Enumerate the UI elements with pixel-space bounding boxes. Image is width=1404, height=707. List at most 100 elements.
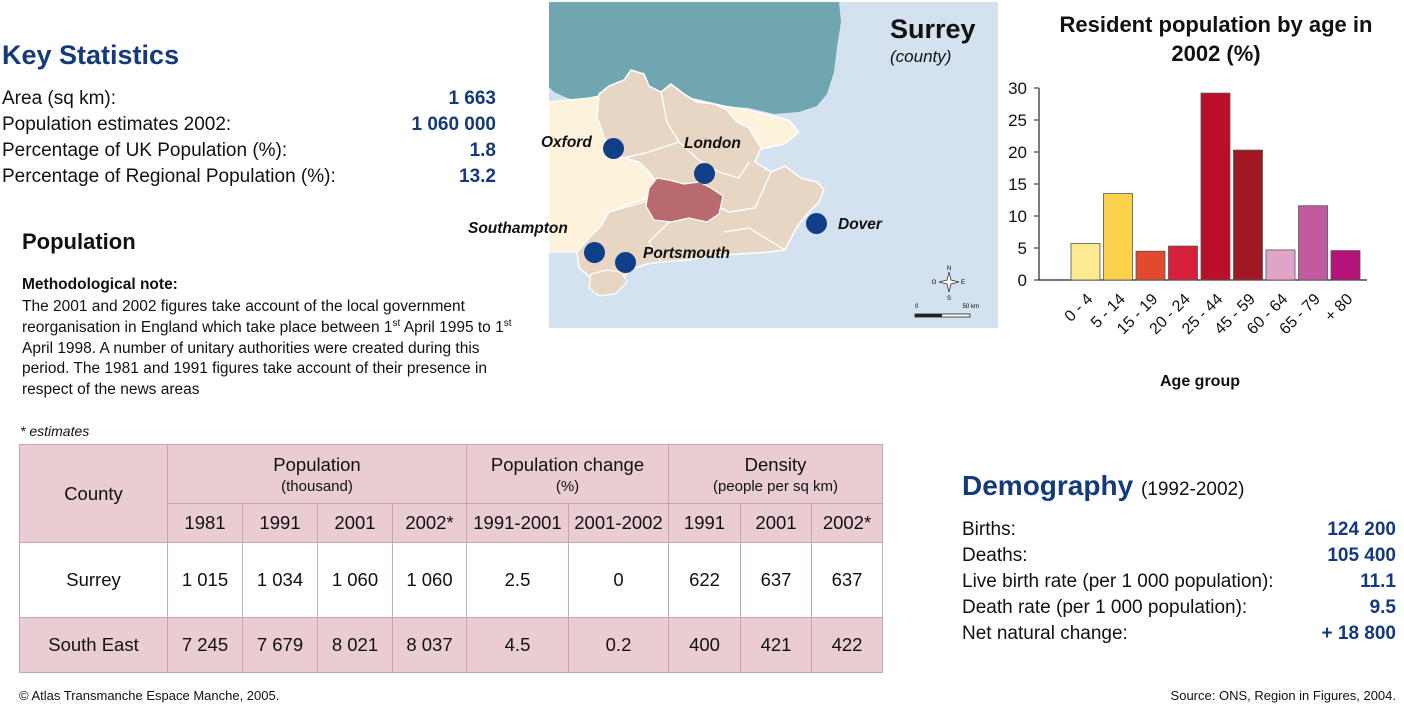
y-tick-label: 0 (1018, 271, 1027, 290)
stat-row-area: Area (sq km): 1 663 (2, 88, 496, 114)
table-cell: 400 (668, 617, 741, 673)
table-cell: 1 060 (392, 542, 467, 618)
map-graphic: N S E O 0 50 km (549, 2, 979, 318)
bar (1330, 250, 1361, 281)
demo-label: Births: (962, 519, 1016, 540)
population-group-header: Population (thousand) (167, 444, 467, 504)
table-cell: 637 (740, 542, 812, 618)
demo-value: + 18 800 (1321, 623, 1397, 644)
demo-row-births: Births: 124 200 (962, 519, 1396, 545)
demo-label: Deaths: (962, 545, 1028, 566)
population-title: Population (22, 229, 136, 254)
x-axis-label: Age group (1160, 373, 1240, 390)
stat-row-regional-percentage: Percentage of Regional Population (%): 1… (2, 166, 496, 192)
y-tick-label: 15 (1008, 175, 1027, 194)
demo-value: 105 400 (1327, 545, 1396, 566)
population-table: County Population (thousand) Population c… (19, 444, 883, 673)
y-tick-label: 25 (1008, 111, 1027, 130)
city-marker-dover (806, 213, 827, 234)
bar (1168, 245, 1198, 281)
stat-value: 1 060 000 (411, 114, 496, 135)
demo-row-net-natural-change: Net natural change: + 18 800 (962, 623, 1396, 649)
column-header: 2001 (740, 503, 812, 543)
demo-label: Death rate (per 1 000 population): (962, 597, 1248, 618)
city-label-london: London (684, 135, 741, 152)
stat-label: Population estimates 2002: (2, 114, 232, 135)
table-cell: 1 034 (242, 542, 318, 618)
demo-row-live-birth-rate: Live birth rate (per 1 000 population): … (962, 571, 1396, 597)
county-header: County (19, 444, 168, 543)
demography-period: (1992-2002) (1140, 479, 1245, 500)
svg-text:N: N (947, 266, 951, 272)
column-header: 1981 (167, 503, 243, 543)
city-label-southampton: Southampton (468, 220, 568, 237)
table-cell: 637 (811, 542, 883, 618)
compass-icon: N S E O (932, 266, 965, 302)
table-cell: 1 015 (167, 542, 243, 618)
demo-value: 11.1 (1360, 571, 1396, 592)
y-tick-label: 20 (1008, 143, 1027, 162)
city-label-portsmouth: Portsmouth (643, 245, 730, 262)
table-cell: 0.2 (568, 617, 669, 673)
y-tick-label: 10 (1008, 207, 1027, 226)
city-marker-oxford (603, 138, 624, 159)
column-header: 1991 (242, 503, 318, 543)
stat-row-population: Population estimates 2002: 1 060 000 (2, 114, 496, 140)
svg-text:O: O (932, 280, 937, 286)
stat-label: Percentage of Regional Population (%): (2, 166, 336, 187)
map-subtitle: (county) (890, 47, 952, 66)
column-header: 1991 (668, 503, 741, 543)
table-cell: 7 245 (167, 617, 243, 673)
bar (1103, 193, 1133, 281)
chart-title: Resident population by age in 2002 (%) (1059, 12, 1373, 66)
demo-row-death-rate: Death rate (per 1 000 population): 9.5 (962, 597, 1396, 623)
estimates-note: * estimates (20, 423, 90, 439)
isle-of-wight (588, 269, 628, 297)
bar (1265, 249, 1296, 281)
x-tick-label: + 80 (1322, 291, 1356, 325)
y-tick-label: 30 (1008, 79, 1027, 98)
source-note: Source: ONS, Region in Figures, 2004. (1170, 688, 1396, 703)
county-cell: South East (19, 617, 168, 673)
table-cell: 2.5 (466, 542, 569, 618)
bar (1070, 243, 1101, 281)
table-cell: 422 (811, 617, 883, 673)
scale-bar: 0 50 km (914, 304, 979, 318)
city-marker-southampton (584, 242, 605, 263)
column-header: 1991-2001 (466, 503, 569, 543)
city-label-oxford: Oxford (541, 134, 592, 151)
population-change-group-header: Population change (%) (466, 444, 669, 504)
column-header: 2002* (811, 503, 883, 543)
table-cell: 0 (568, 542, 669, 618)
table-cell: 8 021 (317, 617, 393, 673)
surrey-county (645, 177, 724, 223)
stat-value: 13.2 (459, 166, 496, 187)
demo-label: Live birth rate (per 1 000 population): (962, 571, 1274, 592)
city-marker-london (694, 163, 715, 184)
stat-value: 1 663 (448, 88, 496, 109)
demo-row-deaths: Deaths: 105 400 (962, 545, 1396, 571)
stat-row-uk-percentage: Percentage of UK Population (%): 1.8 (2, 140, 496, 166)
stat-label: Percentage of UK Population (%): (2, 140, 288, 161)
city-marker-portsmouth (615, 252, 636, 273)
methodological-note-text: The 2001 and 2002 figures take account o… (22, 298, 512, 399)
svg-text:0: 0 (915, 304, 919, 310)
bar (1135, 250, 1166, 281)
table-cell: 421 (740, 617, 812, 673)
y-tick-label: 5 (1018, 239, 1027, 258)
demo-value: 124 200 (1327, 519, 1396, 540)
bar (1298, 205, 1328, 281)
surrey-location-map: N S E O 0 50 km (549, 2, 998, 328)
table-cell: 7 679 (242, 617, 318, 673)
svg-text:S: S (947, 296, 951, 302)
table-cell: 622 (668, 542, 741, 618)
city-label-dover: Dover (838, 216, 882, 233)
svg-text:E: E (961, 280, 965, 286)
table-row: South East 7 245 7 679 8 021 8 037 4.5 0… (19, 617, 883, 673)
table-cell: 8 037 (392, 617, 467, 673)
bar (1233, 149, 1263, 281)
demo-label: Net natural change: (962, 623, 1128, 644)
copyright-notice: © Atlas Transmanche Espace Manche, 2005. (19, 688, 280, 703)
svg-text:50 km: 50 km (963, 304, 979, 310)
